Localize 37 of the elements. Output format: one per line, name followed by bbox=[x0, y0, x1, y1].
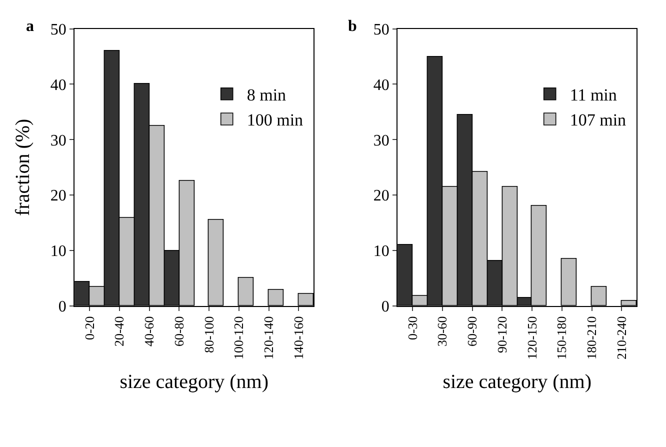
text: a bbox=[26, 18, 34, 35]
y-tick-label: 0 bbox=[381, 298, 390, 316]
legend-label: 100 min bbox=[246, 110, 304, 130]
legend-label: 11 min bbox=[570, 86, 618, 105]
x-tick-label: 90-120 bbox=[494, 316, 510, 354]
x-tick-label: 0-20 bbox=[82, 316, 97, 340]
x-tick-label: 140-160 bbox=[290, 316, 306, 360]
y-tick-label: 40 bbox=[373, 76, 390, 94]
x-tick-label: 0-30 bbox=[404, 316, 420, 340]
x-tick-label: 100-120 bbox=[231, 316, 246, 360]
text: b bbox=[348, 18, 357, 35]
y-tick-label: 20 bbox=[373, 188, 390, 205]
x-axis-title: size category (nm) bbox=[120, 371, 269, 394]
y-tick-label: 30 bbox=[50, 132, 66, 150]
y-tick-label: 0 bbox=[58, 298, 66, 316]
x-tick-label: 80-100 bbox=[201, 316, 216, 354]
x-axis-title: size category (nm) bbox=[442, 371, 592, 394]
x-tick-label: 150-180 bbox=[554, 316, 570, 360]
y-tick-label: 50 bbox=[50, 21, 66, 38]
x-tick-label: 210-240 bbox=[614, 316, 629, 360]
x-tick-label: 20-40 bbox=[112, 316, 127, 347]
y-tick-label: 40 bbox=[50, 76, 66, 94]
x-tick-label: 120-140 bbox=[261, 316, 276, 360]
y-tick-label: 50 bbox=[373, 21, 390, 38]
y-tick-label: 20 bbox=[50, 188, 66, 205]
legend-label: 8 min bbox=[246, 86, 287, 105]
y-tick-label: 10 bbox=[373, 243, 390, 260]
y-axis-title: fraction (%) bbox=[12, 118, 34, 216]
legend-label: 107 min bbox=[570, 110, 627, 130]
x-tick-label: 30-60 bbox=[434, 316, 450, 347]
y-tick-label: 30 bbox=[373, 132, 390, 150]
x-tick-label: 180-210 bbox=[584, 316, 600, 360]
x-tick-label: 40-60 bbox=[142, 316, 157, 347]
x-tick-label: 120-150 bbox=[524, 316, 540, 360]
x-tick-label: 60-80 bbox=[171, 316, 186, 347]
y-tick-label: 10 bbox=[50, 243, 66, 260]
x-tick-label: 60-90 bbox=[464, 316, 480, 347]
